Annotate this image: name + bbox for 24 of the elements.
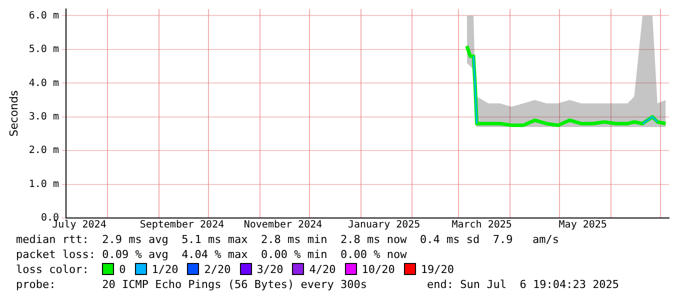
legend-label: 0	[119, 263, 126, 276]
text: end: Sun Jul 6 19:04:23 2025	[427, 278, 620, 291]
legend-label: 4/20	[309, 263, 336, 276]
text: median rtt: 2.9 ms avg 5.1 ms max 2.8 ms min 2.8 ms now 0.4 ms sd 7.9 am/s	[16, 232, 560, 247]
x-tick-label: May 2025	[558, 220, 607, 231]
x-tick-label: March 2025	[452, 220, 512, 231]
legend-label: 3/20	[256, 263, 284, 276]
text: packet loss: 0.09 % avg 4.04 % max 0.00 % min 0.00 % now	[16, 247, 408, 262]
y-tick-label: 6.0 m	[28, 10, 59, 22]
legend-title: loss color:	[16, 263, 90, 276]
y-tick-label: 5.0 m	[28, 44, 59, 56]
legend-label: 19/20	[420, 263, 454, 276]
legend-label: 10/20	[362, 263, 395, 276]
y-tick-label: 1.0 m	[28, 178, 59, 190]
legend-label: 2/20	[204, 263, 231, 276]
y-axis-title: Seconds	[7, 90, 20, 137]
x-tick-label: November 2024	[244, 220, 322, 231]
x-tick-label: September 2024	[140, 220, 224, 231]
y-tick-label: 4.0 m	[28, 78, 59, 89]
legend-label: 1/20	[152, 263, 178, 276]
x-tick-label: January 2025	[348, 220, 420, 231]
y-tick-label: 2.0 m	[28, 145, 59, 156]
text: probe: 20 ICMP Echo Pings (56 Bytes) every 300s	[16, 278, 367, 291]
y-tick-label: 3.0 m	[28, 111, 59, 122]
